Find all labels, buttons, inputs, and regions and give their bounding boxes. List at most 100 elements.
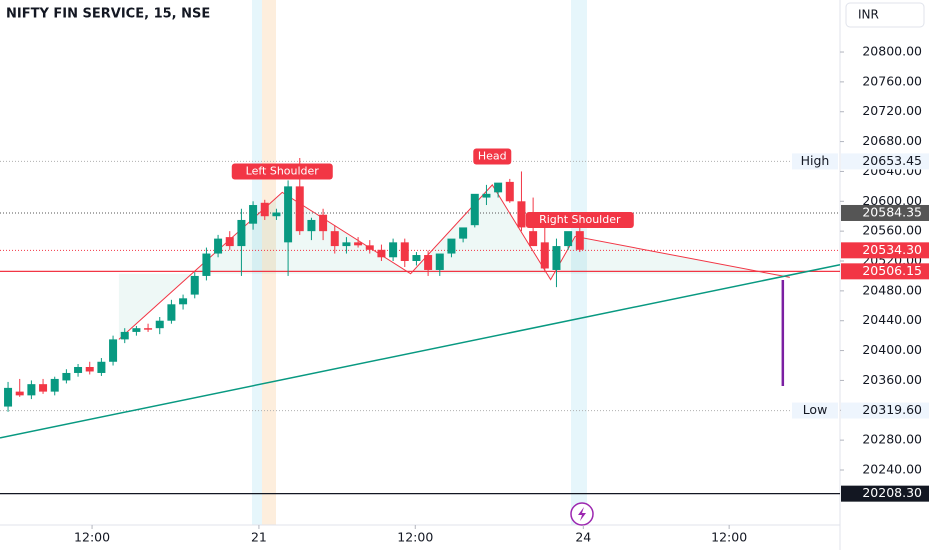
level-name: High <box>801 153 830 168</box>
candle-body <box>190 275 199 295</box>
candle-body <box>167 304 176 321</box>
candle-body <box>155 320 164 329</box>
event-icon-bolt <box>578 507 586 521</box>
trendline <box>0 264 841 439</box>
candle-body <box>377 249 386 258</box>
candle-body <box>459 227 468 239</box>
price-label: 20653.45 <box>862 153 922 168</box>
pattern-label: Right Shoulder <box>539 213 621 226</box>
candle-body <box>144 328 153 330</box>
y-tick-label: 20440.00 <box>862 312 922 327</box>
price-label: 20208.30 <box>862 485 922 500</box>
candle-body <box>412 255 421 262</box>
x-tick-label: 12:00 <box>74 530 110 545</box>
candle-body <box>424 255 433 270</box>
y-tick-label: 20480.00 <box>862 282 922 297</box>
candle-body <box>272 212 281 217</box>
pattern-label-box <box>473 148 512 165</box>
candle-body <box>260 202 269 217</box>
chart-title: NIFTY FIN SERVICE, 15, NSE <box>6 7 210 22</box>
pattern-fill <box>118 184 790 340</box>
price-label-box <box>841 402 929 419</box>
price-label-box <box>841 485 929 502</box>
candle-body <box>4 387 13 407</box>
price-label: 20319.60 <box>862 402 922 417</box>
y-tick-label: 20240.00 <box>862 461 922 476</box>
candle-body <box>552 246 561 270</box>
candle-body <box>517 201 526 228</box>
y-tick-label: 20600.00 <box>862 193 922 208</box>
candle-body <box>27 384 36 396</box>
candle-body <box>354 242 363 246</box>
candle-body <box>447 238 456 254</box>
price-label-box <box>841 153 929 170</box>
y-tick-label: 20280.00 <box>862 432 922 447</box>
currency-button[interactable] <box>845 2 925 28</box>
y-tick-label: 20760.00 <box>862 73 922 88</box>
candle-body <box>39 384 48 392</box>
price-label-box <box>841 242 929 259</box>
price-label: 20534.30 <box>862 242 922 257</box>
candle-body <box>494 182 503 193</box>
level-name-box <box>792 153 838 170</box>
y-tick-label: 20720.00 <box>862 103 922 118</box>
candle-body <box>319 214 328 232</box>
y-tick-label: 20680.00 <box>862 133 922 148</box>
candle-body <box>435 253 444 270</box>
y-tick-label: 20400.00 <box>862 342 922 357</box>
candle-body <box>237 219 246 247</box>
candle-body <box>529 231 538 247</box>
pattern-label: Head <box>478 150 507 163</box>
candle-body <box>50 378 59 392</box>
candle-body <box>389 242 398 258</box>
x-tick-label: 24 <box>575 530 591 545</box>
candle-body <box>482 193 491 198</box>
candle-body <box>225 237 234 247</box>
candle-body <box>540 242 549 269</box>
candle-body <box>249 205 258 224</box>
candle-body <box>109 339 118 362</box>
candle-body <box>342 242 351 247</box>
candle-body <box>564 231 573 247</box>
currency: INR <box>858 8 879 22</box>
candle-body <box>62 372 71 381</box>
price-label: 20584.35 <box>862 204 922 219</box>
pattern-label-box <box>231 163 333 180</box>
price-label: 20506.15 <box>862 263 922 278</box>
x-tick-label: 21 <box>251 530 267 545</box>
price-label-box <box>841 263 929 280</box>
candle-body <box>74 366 83 373</box>
candle-body <box>85 366 94 372</box>
session-band <box>571 0 587 525</box>
pattern-line <box>118 184 790 340</box>
candle-body <box>470 193 479 226</box>
pattern-label-box <box>525 211 634 228</box>
candle-body <box>214 238 223 254</box>
candle-body <box>202 253 211 276</box>
candle-body <box>307 219 316 232</box>
candle-body <box>505 181 514 202</box>
x-tick-label: 12:00 <box>711 530 747 545</box>
session-band <box>252 0 262 525</box>
candle-body <box>295 186 304 232</box>
level-name: Low <box>803 402 828 417</box>
candle-body <box>400 242 409 262</box>
x-tick-label: 12:00 <box>397 530 433 545</box>
level-name-box <box>792 402 838 419</box>
y-tick-label: 20560.00 <box>862 223 922 238</box>
pattern-label: Left Shoulder <box>246 164 320 177</box>
candle-body <box>120 331 129 340</box>
candle-body <box>365 245 374 250</box>
price-label-box <box>841 204 929 221</box>
y-tick-label: 20800.00 <box>862 44 922 59</box>
candle-body <box>15 391 24 396</box>
session-band <box>262 0 276 525</box>
candle-body <box>284 186 293 243</box>
candle-body <box>97 361 106 373</box>
candle-body <box>575 231 584 250</box>
y-tick-label: 20360.00 <box>862 372 922 387</box>
candle-body <box>330 231 339 247</box>
candle-body <box>179 298 188 305</box>
candle-body <box>132 328 141 332</box>
